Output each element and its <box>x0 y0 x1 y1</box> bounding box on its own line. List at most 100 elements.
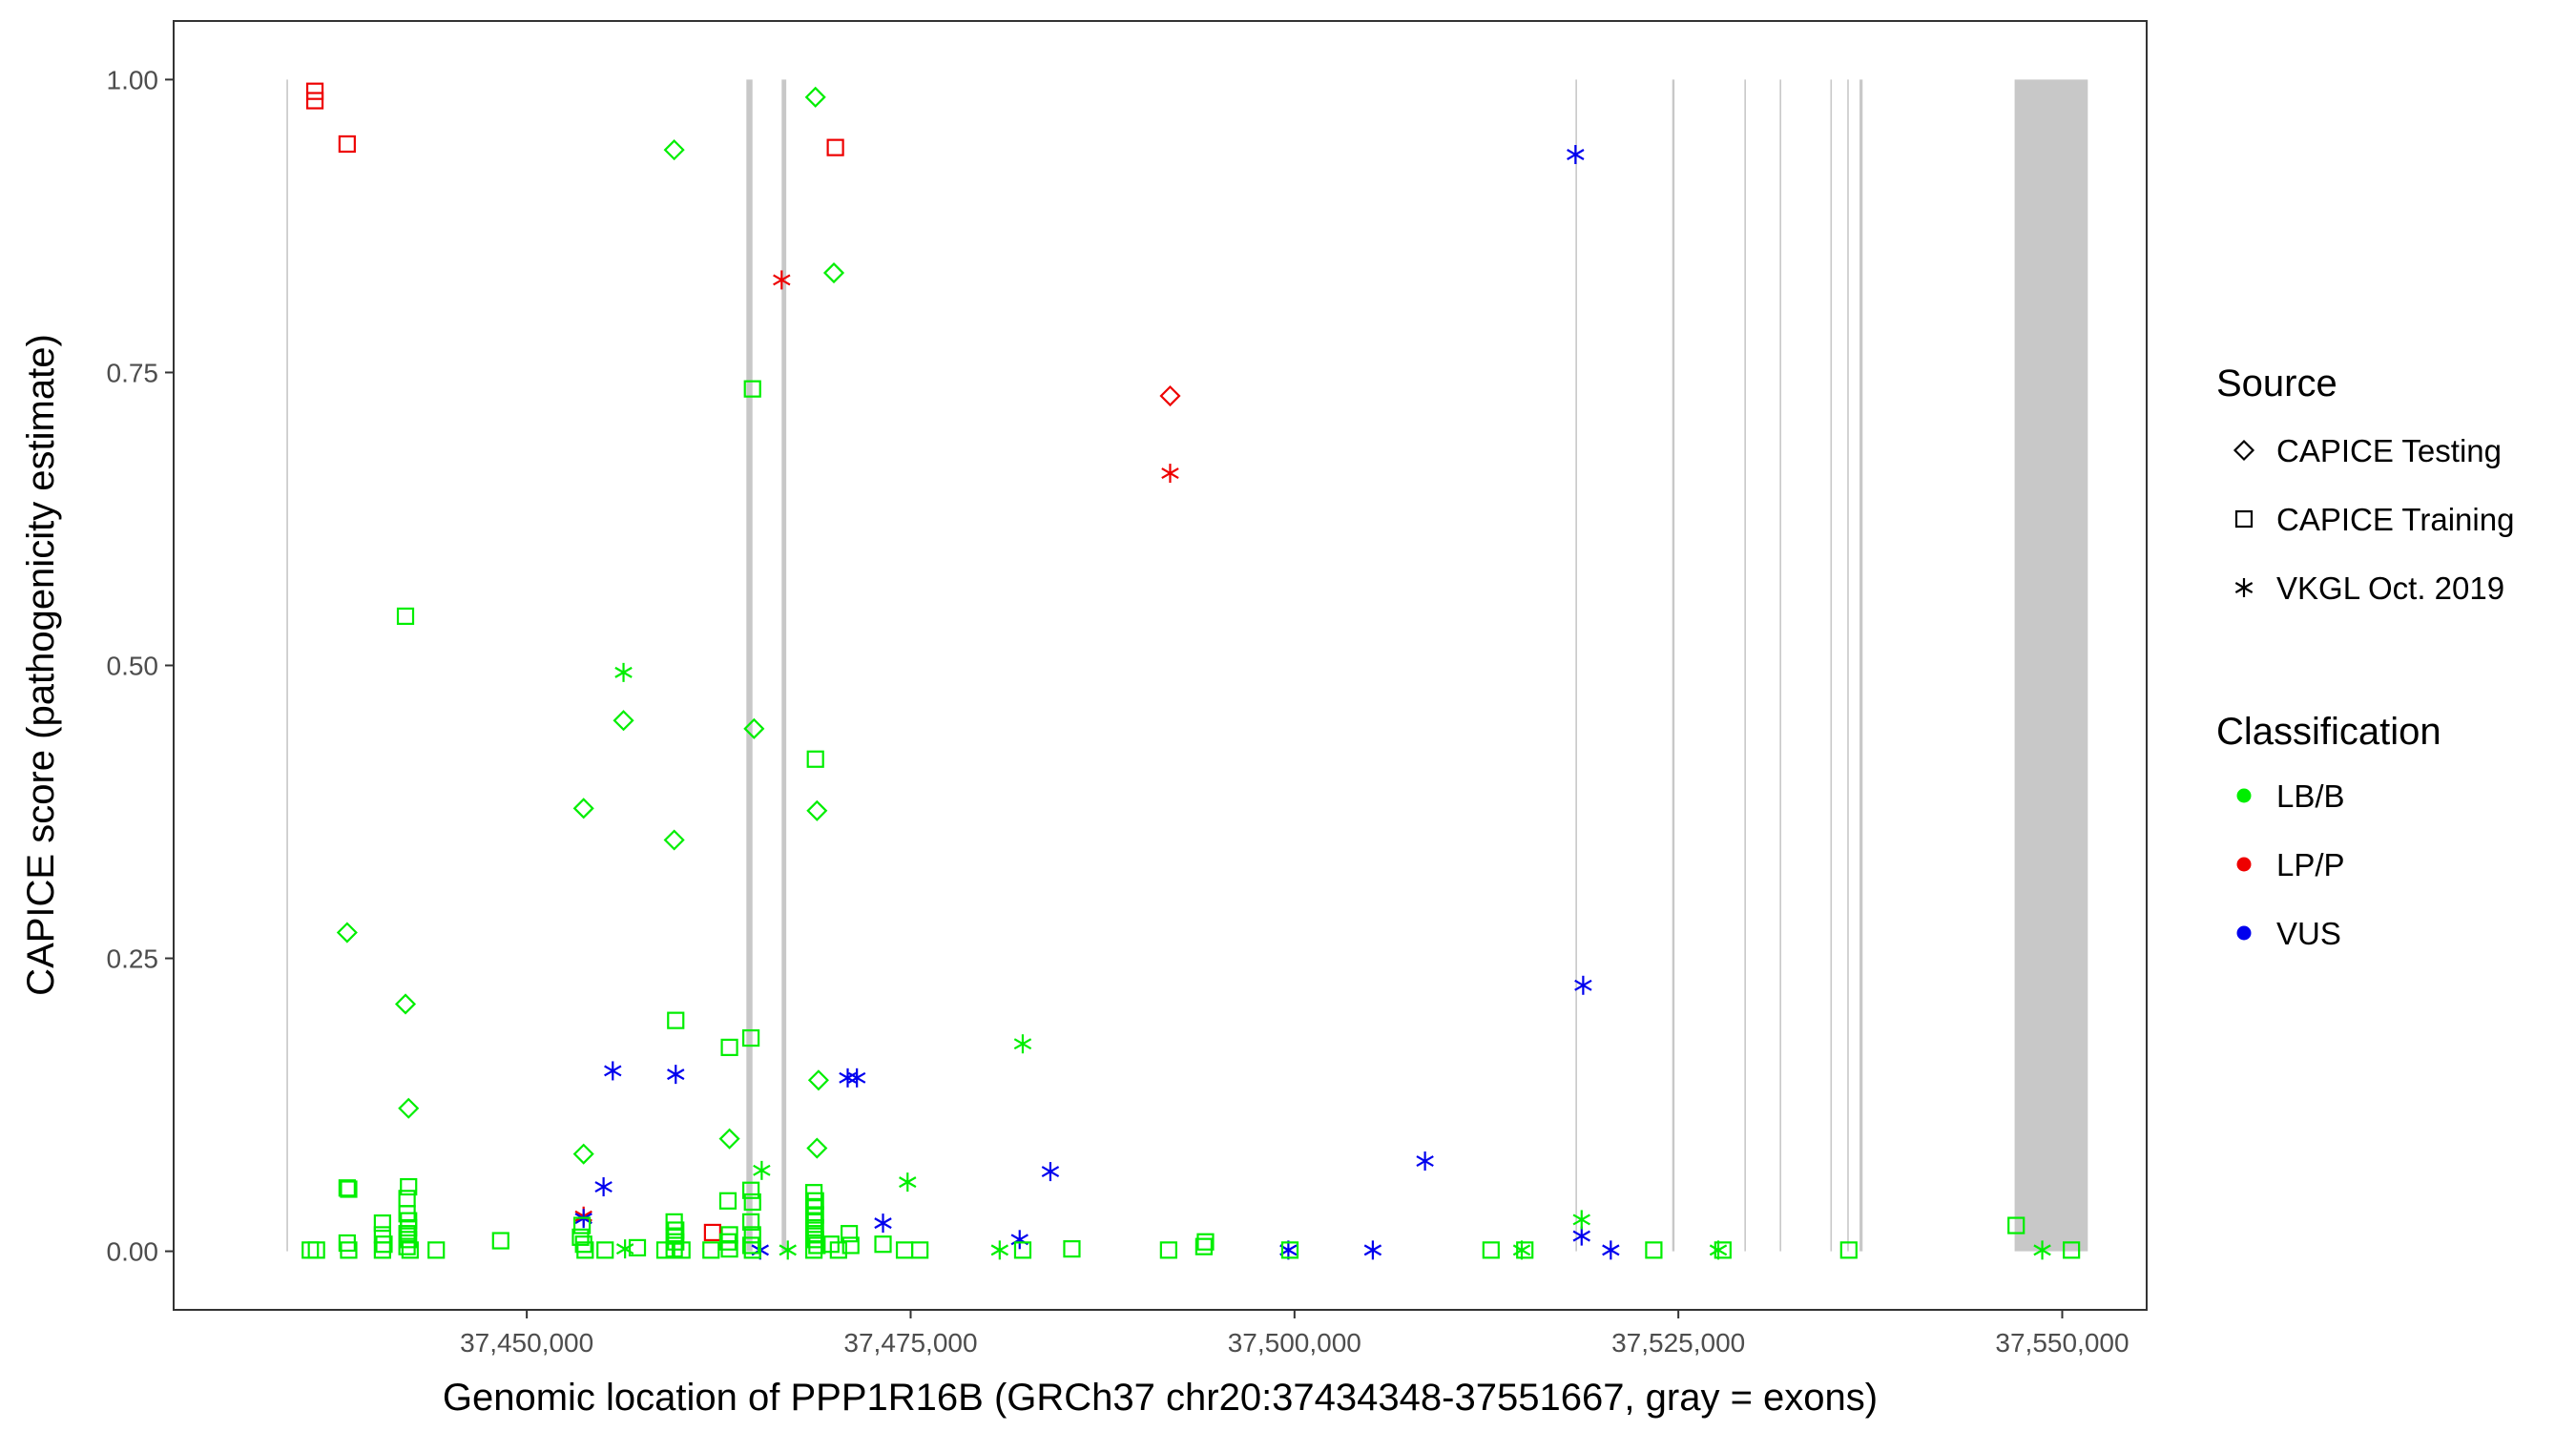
exon-band <box>1859 79 1863 1252</box>
data-point <box>1416 1151 1434 1172</box>
data-point <box>373 1241 391 1259</box>
data-point <box>806 799 828 821</box>
data-point <box>1567 145 1585 165</box>
data-point <box>2007 1216 2025 1234</box>
data-point <box>663 139 685 161</box>
data-point <box>1195 1237 1213 1255</box>
data-point <box>1645 1241 1663 1259</box>
data-point <box>1572 1226 1590 1246</box>
legend-key-lb-b <box>2236 788 2252 803</box>
data-point <box>398 1237 416 1255</box>
legend-key-vkgl <box>2234 578 2254 597</box>
exon-band <box>746 79 753 1252</box>
y-tick-label: 0.50 <box>107 652 159 681</box>
x-axis-title: Genomic location of PPP1R16B (GRCh37 chr… <box>443 1377 1878 1419</box>
data-point <box>491 1232 509 1250</box>
data-point <box>1013 1241 1032 1259</box>
plot-panel <box>173 20 2148 1311</box>
data-point <box>396 607 415 626</box>
x-tick-label: 37,550,000 <box>1995 1328 2129 1358</box>
data-points <box>301 82 2081 1260</box>
legend-label-lb-b: LB/B <box>2276 778 2345 814</box>
data-point <box>1010 1230 1028 1250</box>
data-point <box>1159 384 1181 407</box>
x-tick-label: 37,500,000 <box>1228 1328 1361 1358</box>
data-point <box>899 1172 917 1192</box>
data-point <box>340 1241 358 1259</box>
data-point <box>743 1192 761 1212</box>
legend-items: CAPICE Testing CAPICE Training VKGL Oct. 2… <box>2233 433 2514 951</box>
legend-label-lp-p: LP/P <box>2276 847 2345 882</box>
data-point <box>1280 1241 1299 1259</box>
data-point <box>1516 1241 1534 1259</box>
data-point <box>340 1180 358 1198</box>
data-point <box>895 1241 914 1259</box>
exon-band <box>1847 79 1849 1252</box>
data-point <box>663 829 685 851</box>
data-point <box>667 1221 685 1239</box>
data-point <box>841 1225 859 1243</box>
y-tick-label: 0.25 <box>107 944 159 974</box>
data-point <box>1482 1241 1500 1259</box>
y-tick-label: 0.75 <box>107 358 159 387</box>
data-point <box>1574 975 1592 995</box>
data-point <box>401 1241 419 1259</box>
data-point <box>806 1137 828 1159</box>
exon-band <box>781 79 787 1252</box>
exon-band <box>286 79 288 1252</box>
data-point <box>742 1028 760 1047</box>
data-point <box>572 798 594 819</box>
data-point <box>400 1218 418 1237</box>
x-tick-label: 37,525,000 <box>1611 1328 1745 1358</box>
data-point <box>655 1241 675 1259</box>
data-point <box>576 1241 594 1259</box>
data-point <box>1602 1240 1620 1260</box>
data-point <box>990 1240 1009 1260</box>
data-point <box>911 1241 929 1259</box>
legend: Source Classification CAPICE TestingCAPI… <box>2216 363 2514 951</box>
data-point <box>720 1240 738 1258</box>
data-point <box>1196 1233 1215 1251</box>
data-point <box>743 717 765 739</box>
legend-label-vkgl: VKGL Oct. 2019 <box>2276 570 2504 606</box>
legend-label-training: CAPICE Training <box>2276 502 2514 537</box>
exon-band <box>1779 79 1781 1252</box>
data-point <box>742 1236 760 1255</box>
data-point <box>847 1068 866 1088</box>
data-point <box>301 1241 320 1259</box>
data-point <box>829 1241 847 1259</box>
data-point <box>628 1238 647 1257</box>
exon-band <box>1830 79 1833 1252</box>
y-axis-title: CAPICE score (pathogenicity estimate) <box>20 334 62 996</box>
exon-band <box>1744 79 1746 1252</box>
data-point <box>427 1241 446 1259</box>
data-point <box>804 1241 823 1259</box>
data-point <box>806 1206 824 1224</box>
x-tick-label: 37,450,000 <box>460 1328 593 1358</box>
data-point <box>742 1213 760 1231</box>
data-point <box>336 922 358 944</box>
data-point <box>394 993 417 1015</box>
data-point <box>822 262 845 284</box>
data-point <box>667 1011 685 1029</box>
legend-key-training <box>2234 509 2254 529</box>
legend-label-testing: CAPICE Testing <box>2276 433 2502 468</box>
data-point <box>375 1235 393 1254</box>
legend-label-vus: VUS <box>2276 916 2341 951</box>
data-point <box>1041 1162 1060 1182</box>
data-point <box>779 1240 797 1260</box>
data-point <box>804 86 826 108</box>
legend-source-title: Source <box>2216 363 2337 404</box>
data-point <box>718 1128 740 1150</box>
data-point <box>373 1214 391 1233</box>
data-point <box>773 270 791 290</box>
exon-band <box>1672 79 1675 1252</box>
data-point <box>808 1236 826 1255</box>
data-point <box>702 1241 720 1259</box>
data-point <box>338 135 356 154</box>
data-point <box>2063 1241 2081 1259</box>
data-point <box>806 750 824 768</box>
data-point <box>806 1218 824 1237</box>
data-point <box>753 1160 771 1180</box>
